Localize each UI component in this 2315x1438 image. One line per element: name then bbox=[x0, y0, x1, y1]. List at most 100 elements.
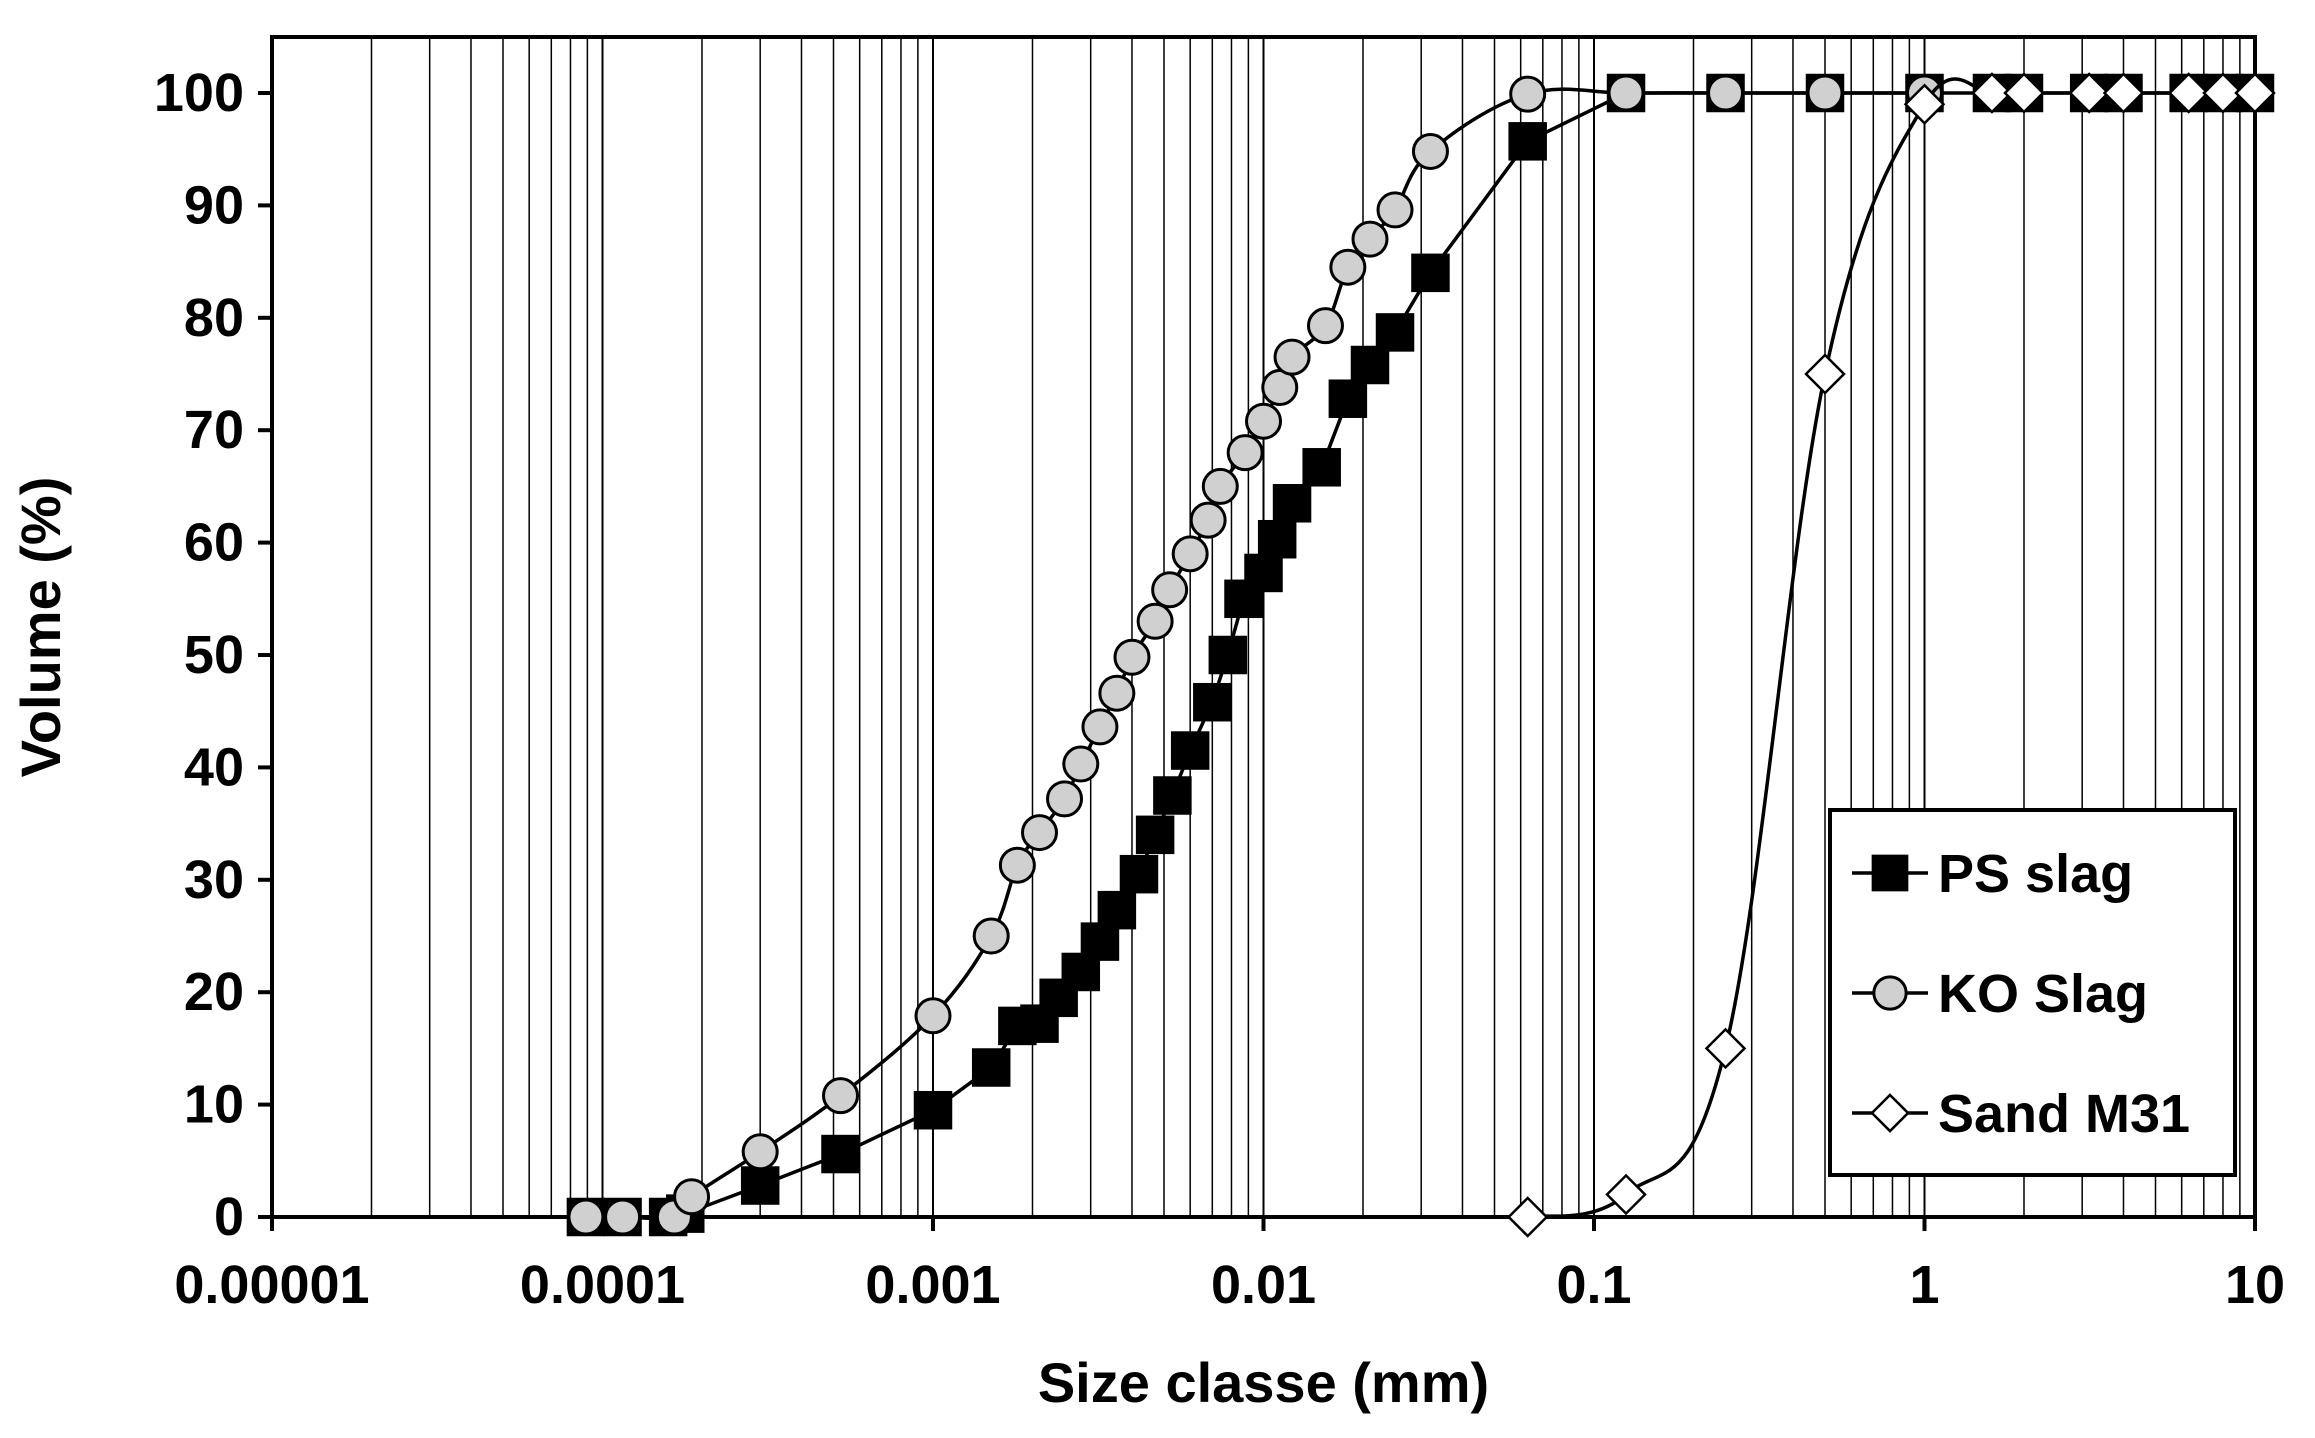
y-tick-label: 30 bbox=[184, 850, 244, 910]
legend-marker bbox=[1870, 1093, 1910, 1133]
legend: PS slag KO Slag Sand M31 bbox=[1828, 808, 2237, 1177]
series-sand-m31 bbox=[1506, 72, 2276, 1238]
data-point bbox=[1151, 571, 1189, 609]
data-point bbox=[1806, 74, 1844, 112]
data-point bbox=[914, 997, 952, 1035]
data-point bbox=[913, 1090, 953, 1130]
data-point bbox=[1257, 519, 1297, 559]
data-point bbox=[1113, 638, 1151, 676]
data-point bbox=[1153, 776, 1192, 815]
data-point bbox=[1080, 922, 1120, 961]
legend-item: Sand M31 bbox=[1852, 1084, 2190, 1144]
data-point bbox=[1376, 191, 1414, 229]
data-point bbox=[971, 1048, 1011, 1087]
data-point bbox=[1302, 448, 1341, 487]
data-point bbox=[1328, 379, 1368, 418]
data-point bbox=[673, 1178, 711, 1216]
y-tick-label: 90 bbox=[184, 175, 244, 235]
data-point bbox=[1119, 854, 1159, 894]
legend-marker bbox=[1871, 854, 1909, 892]
data-point bbox=[1193, 682, 1232, 722]
data-point bbox=[1170, 731, 1210, 770]
y-tick-label: 70 bbox=[184, 400, 244, 460]
x-tick-label: 0.01 bbox=[1211, 1255, 1316, 1315]
x-tick-label: 10 bbox=[2225, 1255, 2285, 1315]
legend-item: KO Slag bbox=[1852, 964, 2148, 1024]
data-point bbox=[1081, 708, 1119, 746]
data-point bbox=[1098, 674, 1136, 712]
data-point bbox=[1306, 307, 1344, 345]
data-point bbox=[604, 1198, 642, 1236]
legend-item: PS slag bbox=[1852, 844, 2133, 904]
data-point bbox=[1136, 602, 1174, 640]
y-tick-label: 60 bbox=[184, 513, 244, 573]
data-point bbox=[2003, 72, 2045, 114]
data-point bbox=[1509, 75, 1547, 113]
x-tick-label: 0.001 bbox=[865, 1255, 1000, 1315]
y-tick-label: 50 bbox=[184, 625, 244, 685]
data-point bbox=[1605, 1173, 1647, 1216]
data-point bbox=[1704, 1027, 1747, 1070]
data-point bbox=[2068, 72, 2110, 114]
series-layer bbox=[566, 72, 2276, 1238]
data-point bbox=[1273, 338, 1311, 376]
x-tick-label: 0.0001 bbox=[520, 1255, 685, 1315]
data-point bbox=[2234, 72, 2276, 114]
data-point bbox=[1208, 635, 1248, 675]
data-point bbox=[1508, 122, 1547, 161]
y-tick-label: 100 bbox=[154, 63, 244, 123]
data-point bbox=[1171, 535, 1209, 573]
data-point bbox=[1272, 484, 1312, 523]
data-point bbox=[1971, 72, 2013, 114]
data-point bbox=[567, 1198, 605, 1236]
data-point bbox=[1707, 74, 1745, 112]
data-point bbox=[1375, 313, 1415, 352]
data-point bbox=[740, 1166, 780, 1205]
data-point bbox=[1350, 345, 1390, 385]
data-point bbox=[1903, 83, 1946, 126]
series-ko-slag bbox=[567, 74, 1943, 1236]
data-point bbox=[1351, 220, 1389, 258]
x-tick-label: 0.1 bbox=[1556, 1255, 1631, 1315]
data-point bbox=[1329, 248, 1367, 286]
legend-marker bbox=[1872, 975, 1908, 1011]
data-point bbox=[1097, 890, 1137, 930]
data-point bbox=[1062, 745, 1100, 783]
data-point bbox=[2102, 72, 2145, 114]
y-tick-label: 0 bbox=[214, 1187, 244, 1247]
data-point bbox=[1804, 353, 1846, 395]
y-axis-title: Volume (%) bbox=[9, 477, 72, 778]
y-tick-label: 40 bbox=[184, 737, 244, 797]
data-point bbox=[1189, 501, 1227, 539]
data-point bbox=[822, 1077, 860, 1115]
data-point bbox=[1411, 253, 1450, 293]
x-tick-label: 1 bbox=[1909, 1255, 1939, 1315]
data-point bbox=[2202, 72, 2244, 114]
legend-label: Sand M31 bbox=[1938, 1084, 2190, 1144]
data-point bbox=[1226, 434, 1264, 472]
data-point bbox=[1244, 553, 1283, 593]
y-tick-label: 10 bbox=[184, 1075, 244, 1135]
data-point bbox=[1020, 814, 1058, 852]
y-tick-label: 80 bbox=[184, 288, 244, 348]
legend-label: KO Slag bbox=[1938, 964, 2148, 1024]
data-point bbox=[998, 846, 1036, 884]
legend-label: PS slag bbox=[1938, 844, 2133, 904]
data-point bbox=[1607, 74, 1645, 112]
x-tick-label: 0.00001 bbox=[174, 1255, 369, 1315]
data-point bbox=[1046, 780, 1084, 818]
data-point bbox=[972, 917, 1010, 955]
data-point bbox=[821, 1134, 860, 1174]
data-point bbox=[1245, 402, 1282, 440]
data-point bbox=[1411, 132, 1449, 170]
tick-labels: 0 10 20 30 40 50 60 70 80 90 100 0.00001 0.0001 0.001… bbox=[154, 63, 2285, 1315]
data-point bbox=[1506, 1196, 1549, 1238]
y-tick-label: 20 bbox=[184, 962, 244, 1022]
data-point bbox=[1201, 467, 1239, 505]
data-point bbox=[1135, 815, 1175, 855]
data-point bbox=[2167, 72, 2210, 114]
x-axis-title: Size classe (mm) bbox=[1038, 1351, 1489, 1414]
data-point bbox=[741, 1133, 779, 1171]
